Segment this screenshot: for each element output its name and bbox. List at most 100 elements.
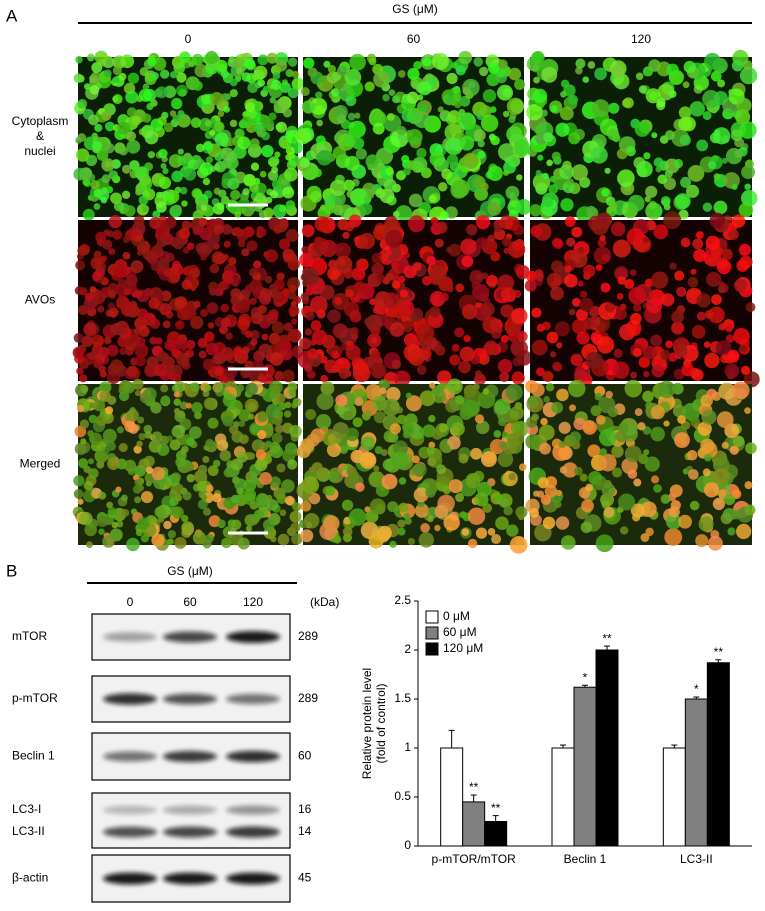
cell	[430, 216, 439, 225]
cell	[100, 255, 108, 262]
cell	[320, 240, 338, 258]
cell	[645, 88, 661, 104]
cell	[482, 89, 497, 103]
cell	[731, 381, 750, 400]
cell	[461, 304, 478, 320]
cell	[344, 221, 355, 232]
cell	[476, 215, 491, 230]
cell	[533, 490, 540, 497]
cell	[509, 431, 525, 446]
cell	[119, 347, 127, 356]
cell	[406, 160, 417, 171]
cell	[585, 483, 594, 492]
cell	[642, 236, 650, 243]
cell	[132, 378, 144, 390]
cell	[477, 140, 485, 148]
cell	[710, 70, 722, 82]
cell	[143, 424, 153, 434]
cell	[577, 246, 585, 254]
cell	[96, 149, 109, 161]
cell	[257, 54, 269, 66]
lane-label: 120	[243, 595, 263, 609]
cell	[218, 189, 227, 198]
cell	[577, 280, 584, 287]
cell	[568, 132, 581, 145]
header: GS (μM)	[392, 2, 438, 16]
cell	[693, 249, 707, 263]
cell	[79, 419, 90, 429]
cell	[254, 458, 268, 472]
cell	[629, 269, 637, 276]
cell	[419, 390, 436, 407]
cell	[288, 388, 296, 396]
cell	[473, 57, 483, 67]
cell	[546, 159, 553, 167]
cell	[559, 106, 574, 121]
cell	[630, 371, 638, 379]
cell	[127, 337, 135, 345]
cell	[371, 350, 381, 360]
cell	[77, 133, 87, 142]
cell	[126, 131, 137, 142]
cell	[116, 426, 124, 434]
cell	[230, 494, 240, 504]
cell	[266, 499, 279, 511]
cell	[261, 333, 269, 341]
cell	[212, 353, 224, 365]
cell	[516, 331, 528, 342]
cell	[476, 420, 490, 435]
cell	[595, 534, 614, 553]
cell	[422, 56, 432, 67]
cell	[83, 322, 97, 336]
cell	[509, 112, 517, 120]
cell	[211, 251, 225, 265]
cell	[181, 514, 189, 523]
cell	[388, 89, 396, 96]
cell	[343, 134, 356, 147]
cell	[497, 274, 515, 292]
cell	[401, 320, 414, 333]
cell	[112, 230, 123, 240]
cell	[540, 494, 551, 505]
cell	[192, 531, 207, 545]
cell	[618, 493, 636, 511]
cell	[205, 156, 214, 164]
cell	[144, 130, 159, 145]
cell	[349, 310, 362, 323]
cell	[398, 502, 409, 513]
y-tick-label: 1.5	[394, 691, 411, 705]
cell	[427, 457, 437, 467]
cell	[262, 519, 275, 531]
blot-label: β-actin	[12, 871, 48, 885]
cell	[115, 486, 122, 493]
cell	[99, 370, 107, 378]
cell	[703, 453, 712, 462]
cell	[241, 248, 250, 257]
band	[226, 826, 280, 838]
cell	[202, 358, 215, 371]
cell	[718, 382, 736, 400]
cell	[391, 261, 400, 270]
cell	[123, 288, 131, 296]
cell	[398, 477, 407, 485]
cell	[186, 473, 195, 483]
cell	[308, 466, 315, 473]
cell	[332, 323, 348, 339]
cell	[529, 204, 542, 217]
cell	[271, 179, 282, 189]
cell	[291, 70, 299, 79]
cell	[498, 440, 507, 450]
cell	[411, 156, 428, 173]
cell	[499, 215, 514, 230]
cell	[650, 426, 665, 442]
cell	[164, 339, 176, 351]
cell	[636, 160, 653, 178]
cell	[252, 73, 259, 81]
cell	[493, 430, 502, 438]
cell	[265, 440, 272, 448]
x-tick-label: Beclin 1	[564, 852, 607, 866]
kda-label: 45	[298, 871, 312, 885]
cell	[163, 122, 174, 133]
cell	[417, 81, 432, 96]
cell	[717, 79, 726, 88]
